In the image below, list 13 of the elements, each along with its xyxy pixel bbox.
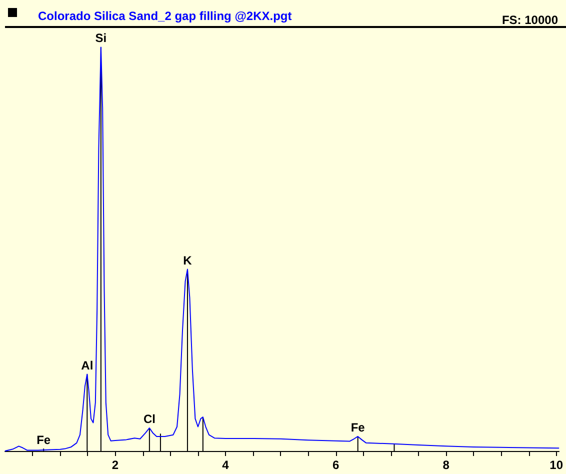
annotation: Fe	[350, 420, 366, 434]
annotation: Al	[81, 358, 94, 372]
x-tick-label: 2	[112, 458, 119, 472]
x-tick-label: 8	[442, 458, 450, 472]
annotation: Fe	[36, 432, 51, 447]
x-tick-label: 6	[332, 458, 340, 472]
x-tick-label: 10	[550, 458, 564, 472]
chart-title: Colorado Silica Sand_2 gap filling @2KX.pgt	[38, 9, 292, 23]
x-tick-label: 4	[222, 458, 230, 472]
annotation: Si	[95, 31, 107, 46]
annotation: K	[183, 253, 192, 268]
annotation: Cl	[143, 412, 156, 426]
text: FS: 10000	[502, 13, 558, 27]
